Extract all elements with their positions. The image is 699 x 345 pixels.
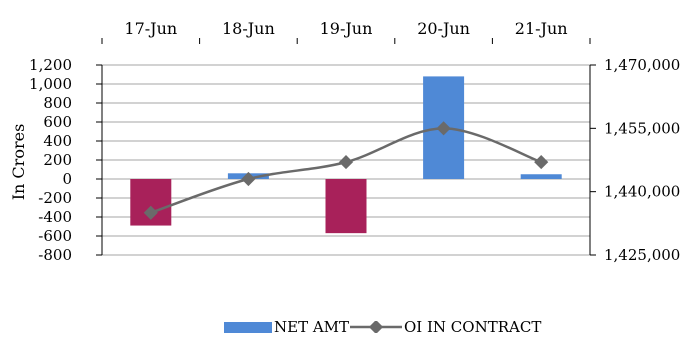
line-marker	[338, 155, 354, 170]
right-tick-label: 1,425,000	[604, 246, 680, 264]
y-axis-title: In Crores	[9, 124, 28, 201]
bar-series-net-amt	[130, 76, 562, 234]
line-marker	[534, 155, 549, 170]
legend-label-oi-in-contract: OI IN CONTRACT	[404, 318, 542, 336]
bar	[325, 179, 367, 234]
left-tick-label: -200	[38, 189, 72, 207]
legend-swatch-oi-in-contract	[350, 321, 402, 333]
left-tick-label: 200	[43, 151, 72, 169]
category-label: 17-Jun	[124, 19, 177, 38]
right-tick-label: 1,440,000	[604, 183, 680, 201]
axes	[96, 38, 596, 256]
legend-item-oi-in-contract: OI IN CONTRACT	[350, 318, 541, 336]
line-marker	[436, 121, 451, 136]
right-tick-label: 1,455,000	[604, 119, 680, 137]
legend-item-net-amt: NET AMT	[224, 318, 349, 336]
left-tick-label: 800	[43, 94, 72, 112]
right-tick-label: 1,470,000	[604, 56, 680, 74]
left-tick-label: 1,200	[29, 56, 72, 74]
category-label: 21-Jun	[515, 19, 568, 38]
legend-swatch-net-amt	[224, 321, 272, 333]
line-marker	[241, 171, 256, 187]
left-tick-label: 400	[43, 132, 72, 150]
left-tick-label: 600	[43, 113, 72, 131]
left-tick-label: -800	[38, 246, 72, 264]
left-tick-label: -400	[38, 208, 72, 226]
left-tick-label: -600	[38, 227, 72, 245]
category-label: 18-Jun	[222, 19, 275, 38]
bar	[520, 174, 562, 179]
category-label: 20-Jun	[417, 19, 470, 38]
line-series-oi-in-contract	[143, 121, 549, 220]
legend: NET AMT OI IN CONTRACT	[0, 318, 699, 342]
left-tick-label: 1,000	[29, 75, 72, 93]
line-marker	[143, 205, 158, 220]
category-label: 19-Jun	[320, 19, 373, 38]
left-tick-label: 0	[62, 170, 72, 188]
legend-label-net-amt: NET AMT	[274, 318, 350, 336]
